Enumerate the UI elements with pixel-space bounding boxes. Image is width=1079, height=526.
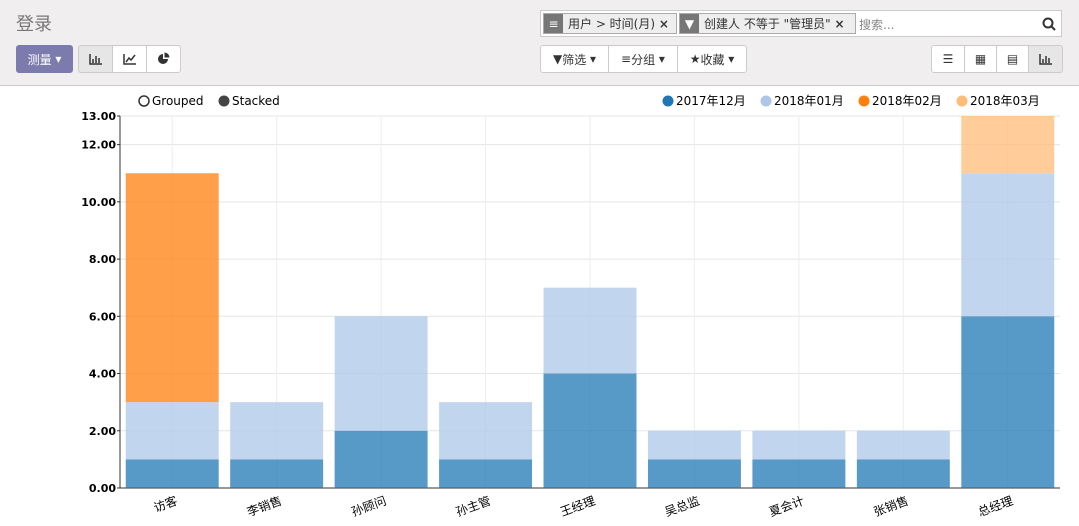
- grouped-radio[interactable]: [138, 95, 150, 107]
- legend-swatch: [858, 95, 870, 107]
- bar-segment: [125, 402, 219, 460]
- facet-group[interactable]: ≡ 用户 > 时间(月) ×: [543, 13, 677, 34]
- x-tick-label: 夏会计: [767, 494, 806, 519]
- bar-segment: [856, 459, 950, 488]
- bar-segment: [125, 173, 219, 403]
- bar-view-button[interactable]: [78, 45, 113, 73]
- legend-swatch: [662, 95, 674, 107]
- line-icon: [122, 54, 136, 65]
- list-view-switch[interactable]: ☰: [931, 45, 965, 73]
- x-tick-label: 张销售: [871, 493, 910, 519]
- pie-view-button[interactable]: [146, 45, 181, 73]
- y-tick-label: 13.00: [81, 110, 116, 123]
- x-tick-label: 孙主管: [454, 493, 493, 519]
- legend-label: 2017年12月: [676, 94, 746, 108]
- x-tick-label: 访客: [152, 493, 180, 515]
- bar-segment: [856, 430, 950, 460]
- legend-label: 2018年03月: [970, 94, 1040, 108]
- line-view-button[interactable]: [112, 45, 147, 73]
- x-tick-label: 李销售: [245, 493, 284, 519]
- facet-label: 用户 > 时间(月): [568, 17, 656, 31]
- x-tick-label: 孙顾问: [350, 494, 389, 519]
- y-tick-label: 2.00: [89, 425, 116, 438]
- bar-segment: [230, 402, 324, 460]
- filter-label: 筛选: [562, 52, 587, 67]
- filter-icon: ▼: [680, 14, 699, 33]
- bar-segment: [543, 373, 637, 488]
- search-icon[interactable]: [1042, 17, 1056, 31]
- bar-segment: [125, 459, 219, 488]
- search-box[interactable]: ≡ 用户 > 时间(月) × ▼ 创建人 不等于 "管理员" × 搜索...: [540, 10, 1062, 37]
- bar-segment: [961, 173, 1055, 317]
- stacked-radio[interactable]: [218, 95, 230, 107]
- breadcrumb-title: 登录: [16, 14, 52, 35]
- bar-segment: [961, 316, 1055, 488]
- filter-button[interactable]: ▼ 筛选 ▾: [540, 45, 609, 73]
- y-tick-label: 12.00: [81, 139, 116, 152]
- pie-icon: [157, 52, 169, 64]
- y-tick-label: 10.00: [81, 196, 116, 209]
- y-tick-label: 6.00: [89, 310, 116, 323]
- favorites-button[interactable]: ★ 收藏 ▾: [677, 45, 747, 73]
- calendar-view-switch[interactable]: ▦: [964, 45, 997, 73]
- x-tick-label: 王经理: [558, 494, 597, 519]
- group-button[interactable]: ≡ 分组 ▾: [608, 45, 678, 73]
- y-tick-label: 0.00: [89, 482, 116, 495]
- x-tick-label: 吴总监: [663, 494, 702, 519]
- bar-icon: [1038, 54, 1052, 65]
- bar-segment: [439, 402, 533, 460]
- bar-segment: [752, 459, 846, 488]
- bar-segment: [752, 430, 846, 460]
- legend-label: 2018年02月: [872, 94, 942, 108]
- stacked-label[interactable]: Stacked: [232, 94, 280, 108]
- legend-swatch: [760, 95, 772, 107]
- measure-button[interactable]: 测量 ▾: [16, 45, 73, 73]
- legend-label: 2018年01月: [774, 94, 844, 108]
- grouped-label[interactable]: Grouped: [152, 94, 204, 108]
- bar-segment: [647, 430, 741, 460]
- facet-filter[interactable]: ▼ 创建人 不等于 "管理员" ×: [679, 13, 856, 34]
- chart: Grouped Stacked 0.00 2.00 4.00 6.00 8.00 10.0…: [81, 94, 1060, 519]
- bar-segment: [230, 459, 324, 488]
- measure-label: 测量: [27, 52, 52, 67]
- legend-swatch: [956, 95, 968, 107]
- bar-segment: [334, 316, 428, 431]
- control-panel: 登录 测量 ▾ ≡ 用户 > 时间(月) × ▼ 创建人 不等于 "管理员" × 搜…: [0, 0, 1079, 86]
- group-icon: ≡: [544, 14, 563, 33]
- bar-segment: [334, 430, 428, 488]
- x-tick-label: 总经理: [976, 494, 1015, 519]
- facet-label: 创建人 不等于 "管理员": [704, 17, 831, 31]
- graph-view-switch[interactable]: [1028, 45, 1063, 73]
- bar-segment: [647, 459, 741, 488]
- pivot-view-switch[interactable]: ▤: [996, 45, 1029, 73]
- bar-icon: [88, 54, 102, 65]
- bar-segment: [439, 459, 533, 488]
- bar-segment: [543, 287, 637, 374]
- search-placeholder: 搜索...: [859, 18, 895, 32]
- y-tick-label: 8.00: [89, 253, 116, 266]
- group-label: 分组: [631, 52, 656, 67]
- y-tick-label: 4.00: [89, 368, 116, 381]
- bar-segment: [961, 116, 1055, 174]
- favorites-label: 收藏: [700, 52, 725, 67]
